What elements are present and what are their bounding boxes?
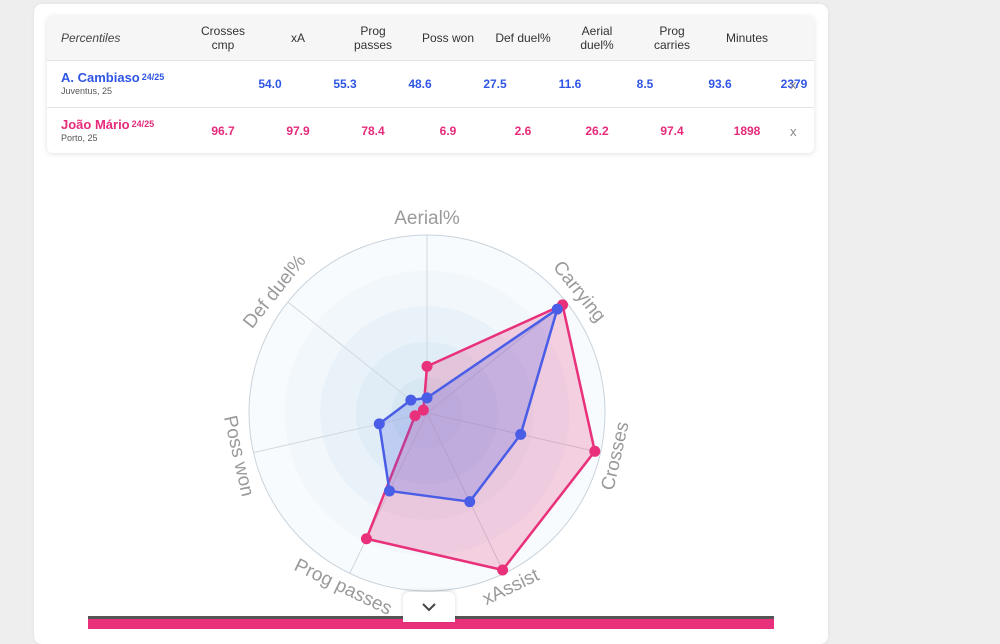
value-def-duel: 2.6	[514, 124, 532, 138]
header-poss-won: Poss won	[421, 31, 475, 45]
value-xa: 55.3	[333, 77, 357, 91]
value-aerial-duel: 8.5	[636, 77, 654, 91]
radar-point[interactable]	[589, 445, 601, 457]
value-poss-won: 6.9	[439, 124, 457, 138]
radar-point[interactable]	[497, 564, 509, 576]
radar-point[interactable]	[464, 496, 476, 508]
radar-point[interactable]	[551, 303, 563, 315]
player-name[interactable]: João Mário 24/25	[61, 117, 154, 132]
radar-point[interactable]	[373, 418, 385, 430]
header-xa: xA	[290, 31, 305, 45]
radar-spoke	[426, 301, 567, 414]
value-prog-passes: 48.6	[408, 77, 432, 91]
table-header: Percentiles Crosses cmp xA Prog passes P…	[47, 16, 814, 61]
player-name[interactable]: A. Cambiaso 24/25	[61, 70, 164, 85]
value-crosses-cmp: 96.7	[211, 124, 235, 138]
player-club: Juventus, 25	[61, 86, 113, 96]
radar-point[interactable]	[360, 533, 372, 545]
header-def-duel: Def duel%	[495, 31, 551, 45]
table-row-cambiaso: A. Cambiaso 24/25 Juventus, 25 54.0 55.3 …	[47, 61, 814, 108]
value-prog-carries: 93.6	[708, 77, 732, 91]
radar-point[interactable]	[383, 485, 395, 497]
radar-point[interactable]	[405, 394, 417, 406]
player-name-text: João Mário	[61, 117, 130, 132]
player-club: Porto, 25	[61, 133, 98, 143]
radar-spoke	[426, 412, 601, 454]
header-aerial-duel: Aerial duel%	[580, 24, 614, 52]
radar-spoke	[287, 301, 428, 414]
player-season: 24/25	[131, 119, 155, 129]
value-prog-passes: 78.4	[361, 124, 385, 138]
radar-spoke	[253, 412, 428, 454]
value-aerial-duel: 26.2	[585, 124, 609, 138]
header-minutes: Minutes	[725, 31, 769, 45]
radar-point[interactable]	[515, 428, 527, 440]
remove-player-button[interactable]: x	[790, 123, 797, 139]
value-poss-won: 27.5	[483, 77, 507, 91]
table-row-joao-mario: João Mário 24/25 Porto, 25 96.7 97.9 78.4…	[47, 108, 814, 154]
header-percentiles: Percentiles	[61, 31, 121, 45]
value-minutes: 2379	[780, 77, 808, 91]
radar-spokes	[253, 235, 601, 574]
radar-point[interactable]	[421, 392, 433, 404]
value-crosses-cmp: 54.0	[258, 77, 282, 91]
value-def-duel: 11.6	[558, 77, 582, 91]
chevron-down-icon	[422, 603, 436, 612]
player-name-text: A. Cambiaso	[61, 70, 140, 85]
radar-axis-label: Aerial%	[394, 208, 460, 229]
radar-series-area	[378, 307, 559, 503]
radar-spoke	[426, 412, 505, 574]
header-crosses-cmp: Crosses cmp	[200, 24, 245, 52]
radar-point[interactable]	[409, 410, 421, 422]
radar-point[interactable]	[421, 360, 433, 372]
value-xa: 97.9	[286, 124, 310, 138]
percentiles-table: Percentiles Crosses cmp xA Prog passes P…	[47, 16, 814, 153]
value-prog-carries: 97.4	[660, 124, 684, 138]
remove-player-button[interactable]: x	[790, 76, 797, 92]
radar-series	[360, 299, 601, 576]
radar-point[interactable]	[417, 404, 429, 416]
header-prog-passes: Prog passes	[353, 24, 393, 52]
header-prog-carries: Prog carries	[653, 24, 690, 52]
value-minutes: 1898	[733, 124, 761, 138]
collapse-button[interactable]	[403, 592, 455, 622]
player-season: 24/25	[141, 72, 165, 82]
